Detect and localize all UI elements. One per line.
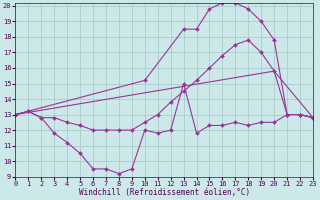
X-axis label: Windchill (Refroidissement éolien,°C): Windchill (Refroidissement éolien,°C) — [79, 188, 250, 197]
